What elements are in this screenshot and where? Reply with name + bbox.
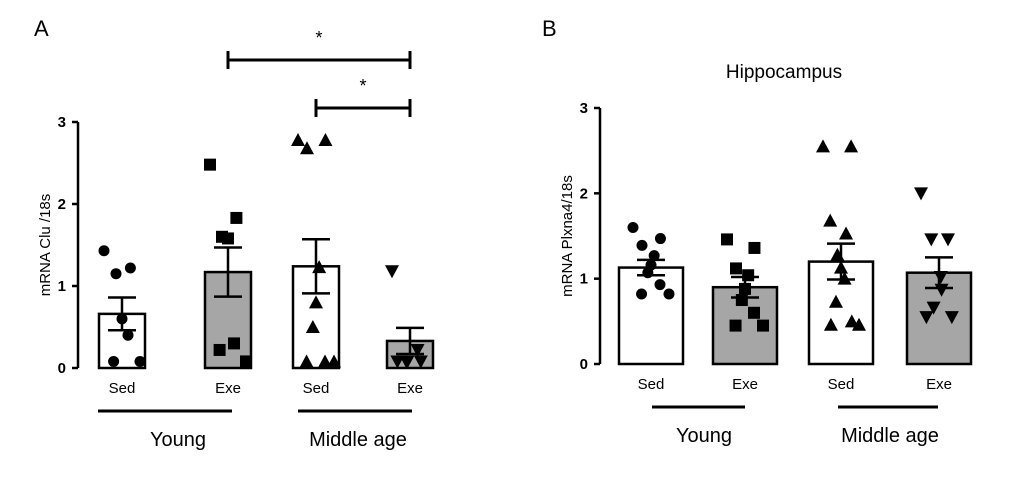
data-point	[98, 245, 110, 257]
data-point	[636, 288, 648, 300]
data-point	[914, 187, 928, 201]
data-point	[309, 295, 323, 309]
data-point	[124, 262, 136, 274]
data-point	[390, 355, 405, 369]
data-point	[823, 213, 838, 227]
data-point	[816, 139, 830, 153]
x-category-label: Exe	[926, 376, 952, 393]
data-point	[400, 355, 415, 369]
data-point	[926, 301, 941, 315]
x-category-label: Sed	[828, 376, 855, 393]
y-tick-label: 0	[580, 356, 588, 373]
data-point	[844, 139, 859, 153]
panel-letter-b: B	[542, 16, 557, 41]
data-point	[230, 211, 243, 224]
data-point	[110, 268, 122, 280]
y-axis-label: mRNA Plxna4/18s	[559, 175, 576, 297]
data-point	[108, 355, 120, 367]
data-point	[852, 317, 866, 331]
data-point	[134, 355, 146, 367]
y-tick-label: 2	[58, 196, 66, 213]
y-tick-label: 1	[580, 271, 588, 288]
data-point	[919, 311, 934, 325]
data-point	[318, 133, 333, 147]
data-point	[312, 260, 327, 274]
y-tick-label: 0	[58, 360, 66, 377]
y-axis-label: mRNA Clu /18s	[37, 194, 54, 297]
data-point	[735, 294, 748, 306]
data-point	[828, 294, 843, 308]
group-label: Middle age	[841, 425, 939, 447]
data-point	[627, 221, 639, 233]
data-point	[844, 314, 859, 328]
data-point	[648, 250, 660, 262]
data-point	[291, 133, 305, 147]
data-point	[730, 262, 742, 275]
x-category-label: Sed	[303, 380, 330, 397]
chart-title: Hippocampus	[726, 62, 842, 83]
data-point	[204, 158, 216, 171]
data-point	[739, 282, 751, 295]
data-point	[830, 247, 845, 261]
group-label: Middle age	[309, 429, 407, 451]
panel-b-chart: Hippocampus 0 1 2 3 mRNA Plxna4/18s Sed Exe Sed E…	[559, 62, 973, 447]
data-point	[834, 260, 848, 274]
x-category-label: Sed	[109, 380, 136, 397]
data-point	[240, 355, 252, 368]
y-tick-label: 2	[580, 185, 588, 202]
data-point	[663, 288, 675, 300]
data-point	[213, 343, 226, 356]
x-category-label: Exe	[397, 380, 423, 397]
data-point	[222, 232, 234, 245]
data-point	[924, 233, 939, 247]
data-point	[729, 319, 742, 332]
data-point	[410, 343, 425, 357]
data-point	[934, 283, 949, 297]
data-point	[116, 313, 128, 325]
significance-label: *	[359, 76, 366, 96]
data-point	[654, 233, 666, 245]
data-point	[721, 233, 733, 246]
x-category-label: Exe	[732, 376, 758, 393]
data-point	[944, 311, 959, 325]
y-tick-label: 3	[580, 100, 588, 117]
data-point	[413, 355, 428, 369]
y-tick-label: 1	[58, 278, 66, 295]
data-point	[748, 241, 761, 254]
bar	[291, 265, 341, 370]
data-point	[300, 141, 314, 155]
significance-label: *	[315, 28, 322, 48]
group-label: Young	[676, 425, 732, 447]
data-point	[299, 354, 314, 368]
panel-a-chart: 0 1 2 3 mRNA Clu /18s Sed Exe Sed Exe Young Middle…	[37, 28, 435, 451]
data-point	[839, 226, 854, 240]
data-point	[933, 270, 948, 284]
data-point	[636, 239, 648, 251]
data-point	[837, 271, 852, 285]
data-point	[654, 279, 666, 291]
group-label: Young	[150, 429, 206, 451]
x-category-label: Exe	[215, 380, 241, 397]
data-point	[757, 319, 769, 332]
data-point	[385, 265, 399, 279]
data-point	[742, 269, 755, 282]
data-point	[748, 306, 760, 319]
data-point	[642, 267, 654, 279]
x-category-label: Sed	[638, 376, 665, 393]
panel-letter-a: A	[34, 16, 49, 41]
data-point	[305, 320, 320, 333]
data-point	[327, 354, 341, 368]
bar	[617, 266, 685, 366]
data-point	[122, 329, 134, 341]
data-point	[228, 337, 240, 350]
data-point	[941, 233, 955, 247]
data-point	[823, 317, 838, 331]
y-tick-label: 3	[58, 114, 66, 131]
data-point	[318, 354, 332, 368]
